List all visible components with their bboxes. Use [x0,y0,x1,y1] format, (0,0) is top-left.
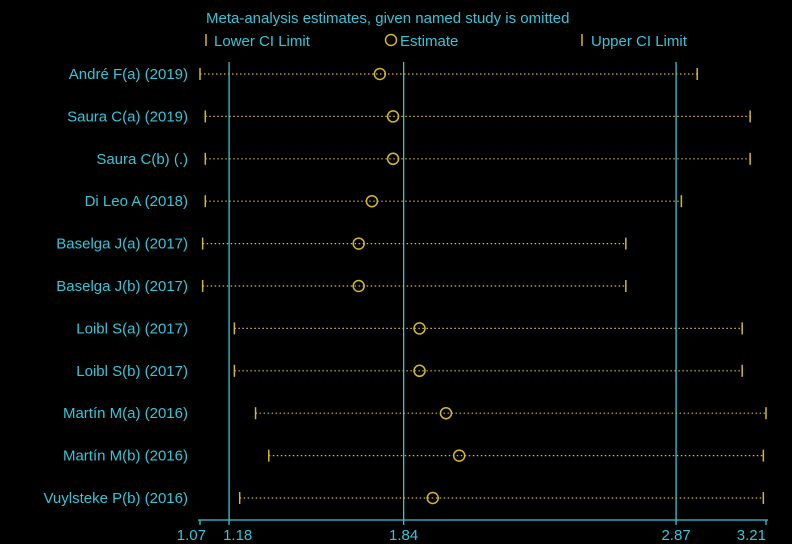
x-tick-label: 1.18 [223,527,252,544]
study-row: Saura C(a) (2019) [67,108,751,125]
legend-upper-label: Upper CI Limit [591,33,688,50]
study-row: Saura C(b) (.) [96,151,751,168]
estimate-marker [352,237,365,250]
study-label: Martín M(b) (2016) [63,448,188,465]
study-label: Vuylsteke P(b) (2016) [43,490,188,507]
x-tick-label: 1.07 [177,527,206,544]
legend-estimate-label: Estimate [400,33,458,50]
study-label: Baselga J(a) (2017) [56,236,188,253]
study-row: Martín M(a) (2016) [63,405,767,422]
legend: Meta-analysis estimates, given named stu… [205,10,688,50]
estimate-marker [426,491,439,505]
study-row: Loibl S(a) (2017) [76,320,743,337]
study-label: Di Leo A (2018) [85,193,188,210]
study-row: Baselga J(b) (2017) [56,278,627,295]
study-row: Loibl S(b) (2017) [76,363,743,380]
estimate-marker [352,279,365,293]
x-tick-label: 3.21 [737,527,766,544]
legend-lower-label: Lower CI Limit [214,33,311,50]
study-row: Baselga J(a) (2017) [56,236,627,253]
estimate-marker [413,322,426,335]
study-label: Saura C(b) (.) [96,151,188,168]
estimate-marker [365,194,379,208]
study-label: Loibl S(b) (2017) [76,363,188,380]
study-row: Martín M(b) (2016) [63,448,765,465]
study-label: Baselga J(b) (2017) [56,278,188,295]
study-row: Di Leo A (2018) [85,193,683,210]
estimate-marker [439,406,453,420]
study-label: Saura C(a) (2019) [67,108,188,125]
estimate-marker [413,364,426,378]
x-tick-label: 2.87 [661,527,690,544]
study-row: André F(a) (2019) [69,66,698,83]
x-tick-label: 1.84 [389,527,418,544]
study-label: André F(a) (2019) [69,66,188,83]
legend-estimate-marker [384,33,398,47]
estimate-marker [386,110,400,123]
study-label: Loibl S(a) (2017) [76,320,188,337]
study-label: Martín M(a) (2016) [63,405,188,422]
study-row: Vuylsteke P(b) (2016) [43,490,765,507]
estimate-marker [386,152,400,166]
chart-title: Meta-analysis estimates, given named stu… [206,10,570,27]
estimate-marker [373,67,387,81]
estimate-marker [452,449,466,462]
